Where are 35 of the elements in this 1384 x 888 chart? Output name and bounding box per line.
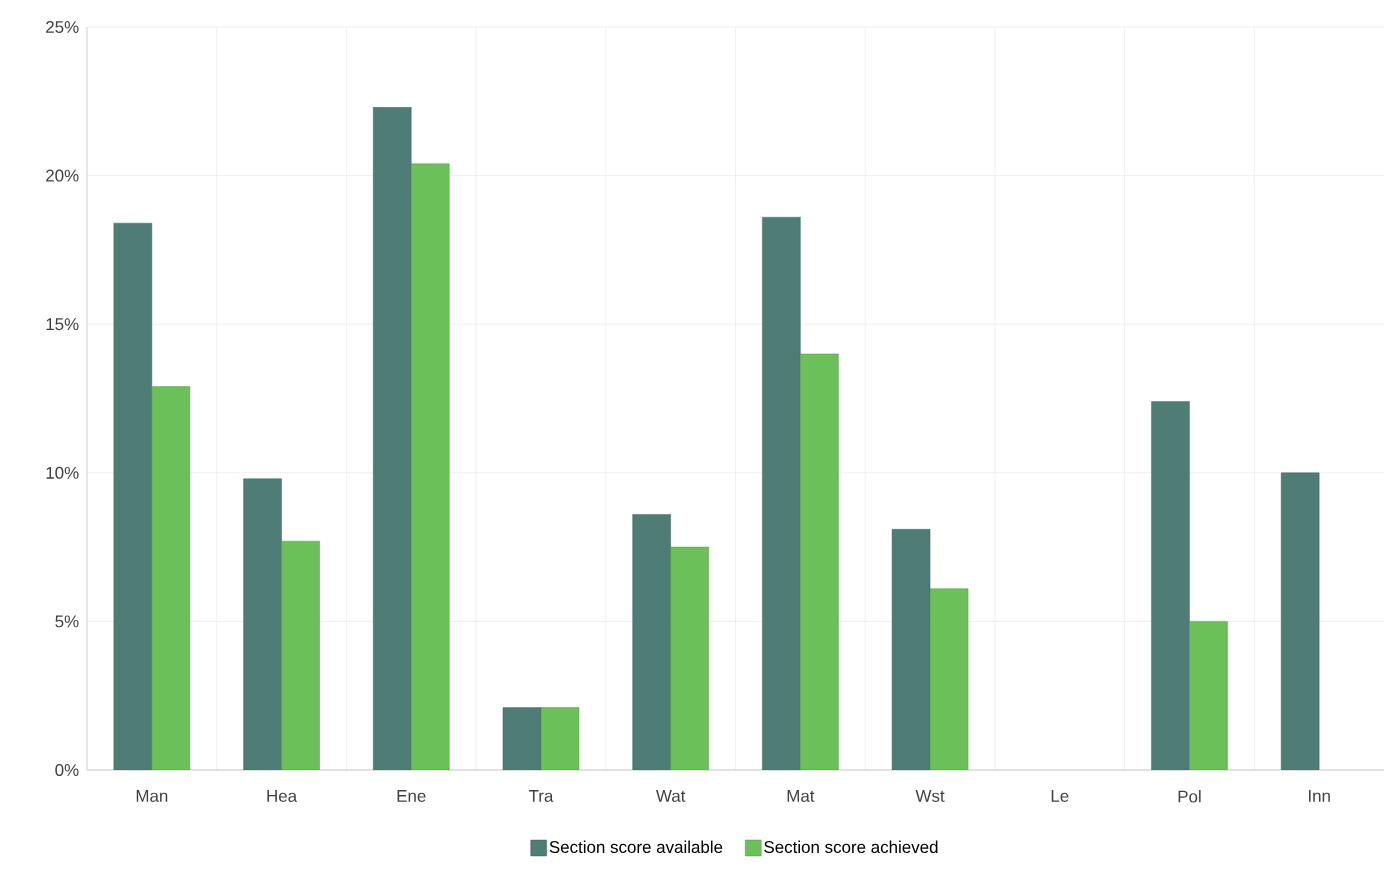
x-tick-label: Man	[136, 790, 168, 802]
bar	[373, 107, 412, 770]
x-tick-label: Wst	[915, 790, 945, 802]
bar	[929, 588, 969, 770]
x-tick-label: Inn	[1308, 790, 1330, 802]
x-tick-label: Hea	[267, 790, 298, 802]
x-tick-label: Wat	[656, 790, 686, 802]
bar	[540, 707, 580, 770]
x-tick-label: Ene	[397, 790, 426, 802]
y-tick-label: 20%	[46, 169, 79, 182]
x-tick-label: Tra	[528, 790, 554, 802]
x-tick-label: Pol	[1178, 790, 1201, 803]
bar	[1280, 472, 1320, 770]
x-tick-label: Mat	[787, 790, 815, 802]
y-tick-label: 10%	[46, 466, 79, 479]
legend-label: Section score achieved	[764, 840, 938, 854]
bar	[243, 478, 282, 770]
legend-label: Section score available	[549, 840, 723, 854]
bar	[800, 353, 839, 770]
bar	[281, 540, 320, 770]
y-tick-label: 0%	[55, 764, 79, 776]
bar	[1189, 621, 1228, 770]
bar	[670, 546, 709, 770]
bar	[113, 222, 153, 770]
y-tick-label: 25%	[46, 20, 79, 33]
bar	[1151, 401, 1190, 770]
bar	[891, 529, 931, 770]
bar	[151, 386, 191, 770]
y-tick-label: 5%	[55, 615, 79, 628]
x-tick-label: Le	[1051, 790, 1069, 802]
bar	[502, 707, 542, 770]
y-tick-label: 15%	[46, 318, 79, 331]
bar	[762, 217, 801, 770]
bar	[632, 514, 671, 770]
bar	[411, 163, 450, 770]
